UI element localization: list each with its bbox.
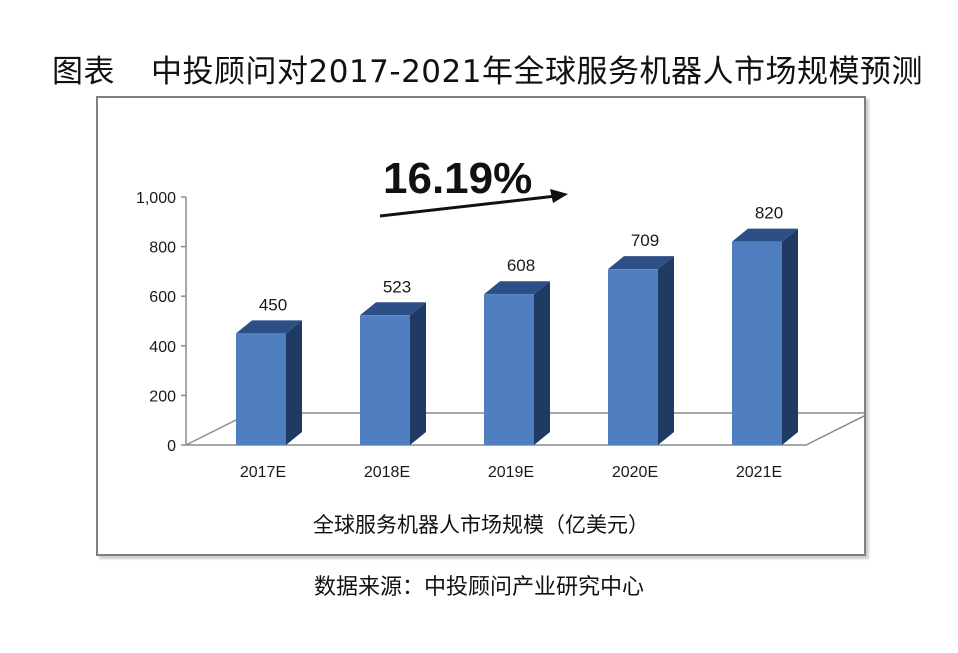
x-axis-title: 全球服务机器人市场规模（亿美元） bbox=[313, 513, 649, 537]
bar bbox=[608, 269, 658, 445]
bar bbox=[732, 241, 782, 445]
growth-rate-annotation: 16.19% bbox=[383, 154, 532, 203]
bar bbox=[360, 315, 410, 445]
x-tick-label: 2017E bbox=[240, 464, 286, 481]
data-label: 709 bbox=[631, 231, 659, 250]
bar bbox=[236, 333, 286, 445]
y-tick-label: 1,000 bbox=[136, 190, 176, 207]
y-tick-label: 800 bbox=[149, 240, 176, 257]
bar-side bbox=[782, 228, 798, 445]
data-label: 820 bbox=[755, 204, 783, 223]
bar-top bbox=[608, 256, 674, 270]
bar-side bbox=[534, 281, 550, 445]
y-tick-label: 200 bbox=[149, 388, 176, 405]
growth-arrow bbox=[379, 194, 557, 218]
bar bbox=[484, 294, 534, 445]
bar-side bbox=[658, 256, 674, 445]
caption-title: 中投顾问对2017-2021年全球服务机器人市场规模预测 bbox=[151, 54, 923, 90]
data-label: 450 bbox=[259, 295, 287, 314]
x-tick-label: 2019E bbox=[488, 464, 534, 481]
bar-chart: 0 200 400 600 800 1,000 450 2017E 523 2018E 608 201… bbox=[136, 154, 864, 537]
data-label: 608 bbox=[507, 256, 535, 275]
bar-top bbox=[732, 228, 798, 242]
source-note: 数据来源：中投顾问产业研究中心 bbox=[313, 575, 644, 600]
bar-top bbox=[360, 302, 426, 316]
caption-prefix: 图表 bbox=[52, 54, 115, 90]
chart-frame: 0 200 400 600 800 1,000 450 2017E 523 2018E 608 201… bbox=[96, 96, 866, 556]
growth-arrow-head bbox=[550, 189, 568, 203]
x-tick-label: 2021E bbox=[736, 464, 782, 481]
data-label: 523 bbox=[383, 277, 411, 296]
y-tick-label: 0 bbox=[167, 438, 176, 455]
bar-top bbox=[484, 281, 550, 295]
y-tick-label: 400 bbox=[149, 339, 176, 356]
bar-top bbox=[236, 320, 302, 334]
x-tick-label: 2020E bbox=[612, 464, 658, 481]
x-tick-label: 2018E bbox=[364, 464, 410, 481]
y-tick-label: 600 bbox=[149, 289, 176, 306]
bar-side bbox=[410, 302, 426, 445]
bar-side bbox=[286, 320, 302, 445]
figure-caption: 图表 中投顾问对2017-2021年全球服务机器人市场规模预测 bbox=[52, 46, 923, 91]
